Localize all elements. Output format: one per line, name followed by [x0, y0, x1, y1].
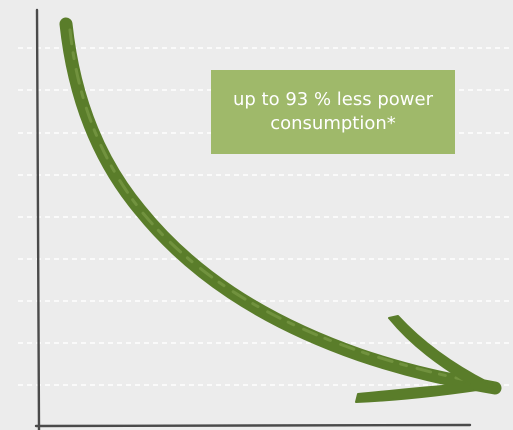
y-axis: [35, 8, 41, 430]
power-savings-callout: up to 93 % less power consumption*: [211, 70, 455, 154]
decline-arrow-head: [355, 315, 498, 403]
x-axis: [34, 423, 472, 428]
decline-arrow-shaft: [59, 17, 502, 395]
decline-arrow-texture: [68, 28, 492, 387]
